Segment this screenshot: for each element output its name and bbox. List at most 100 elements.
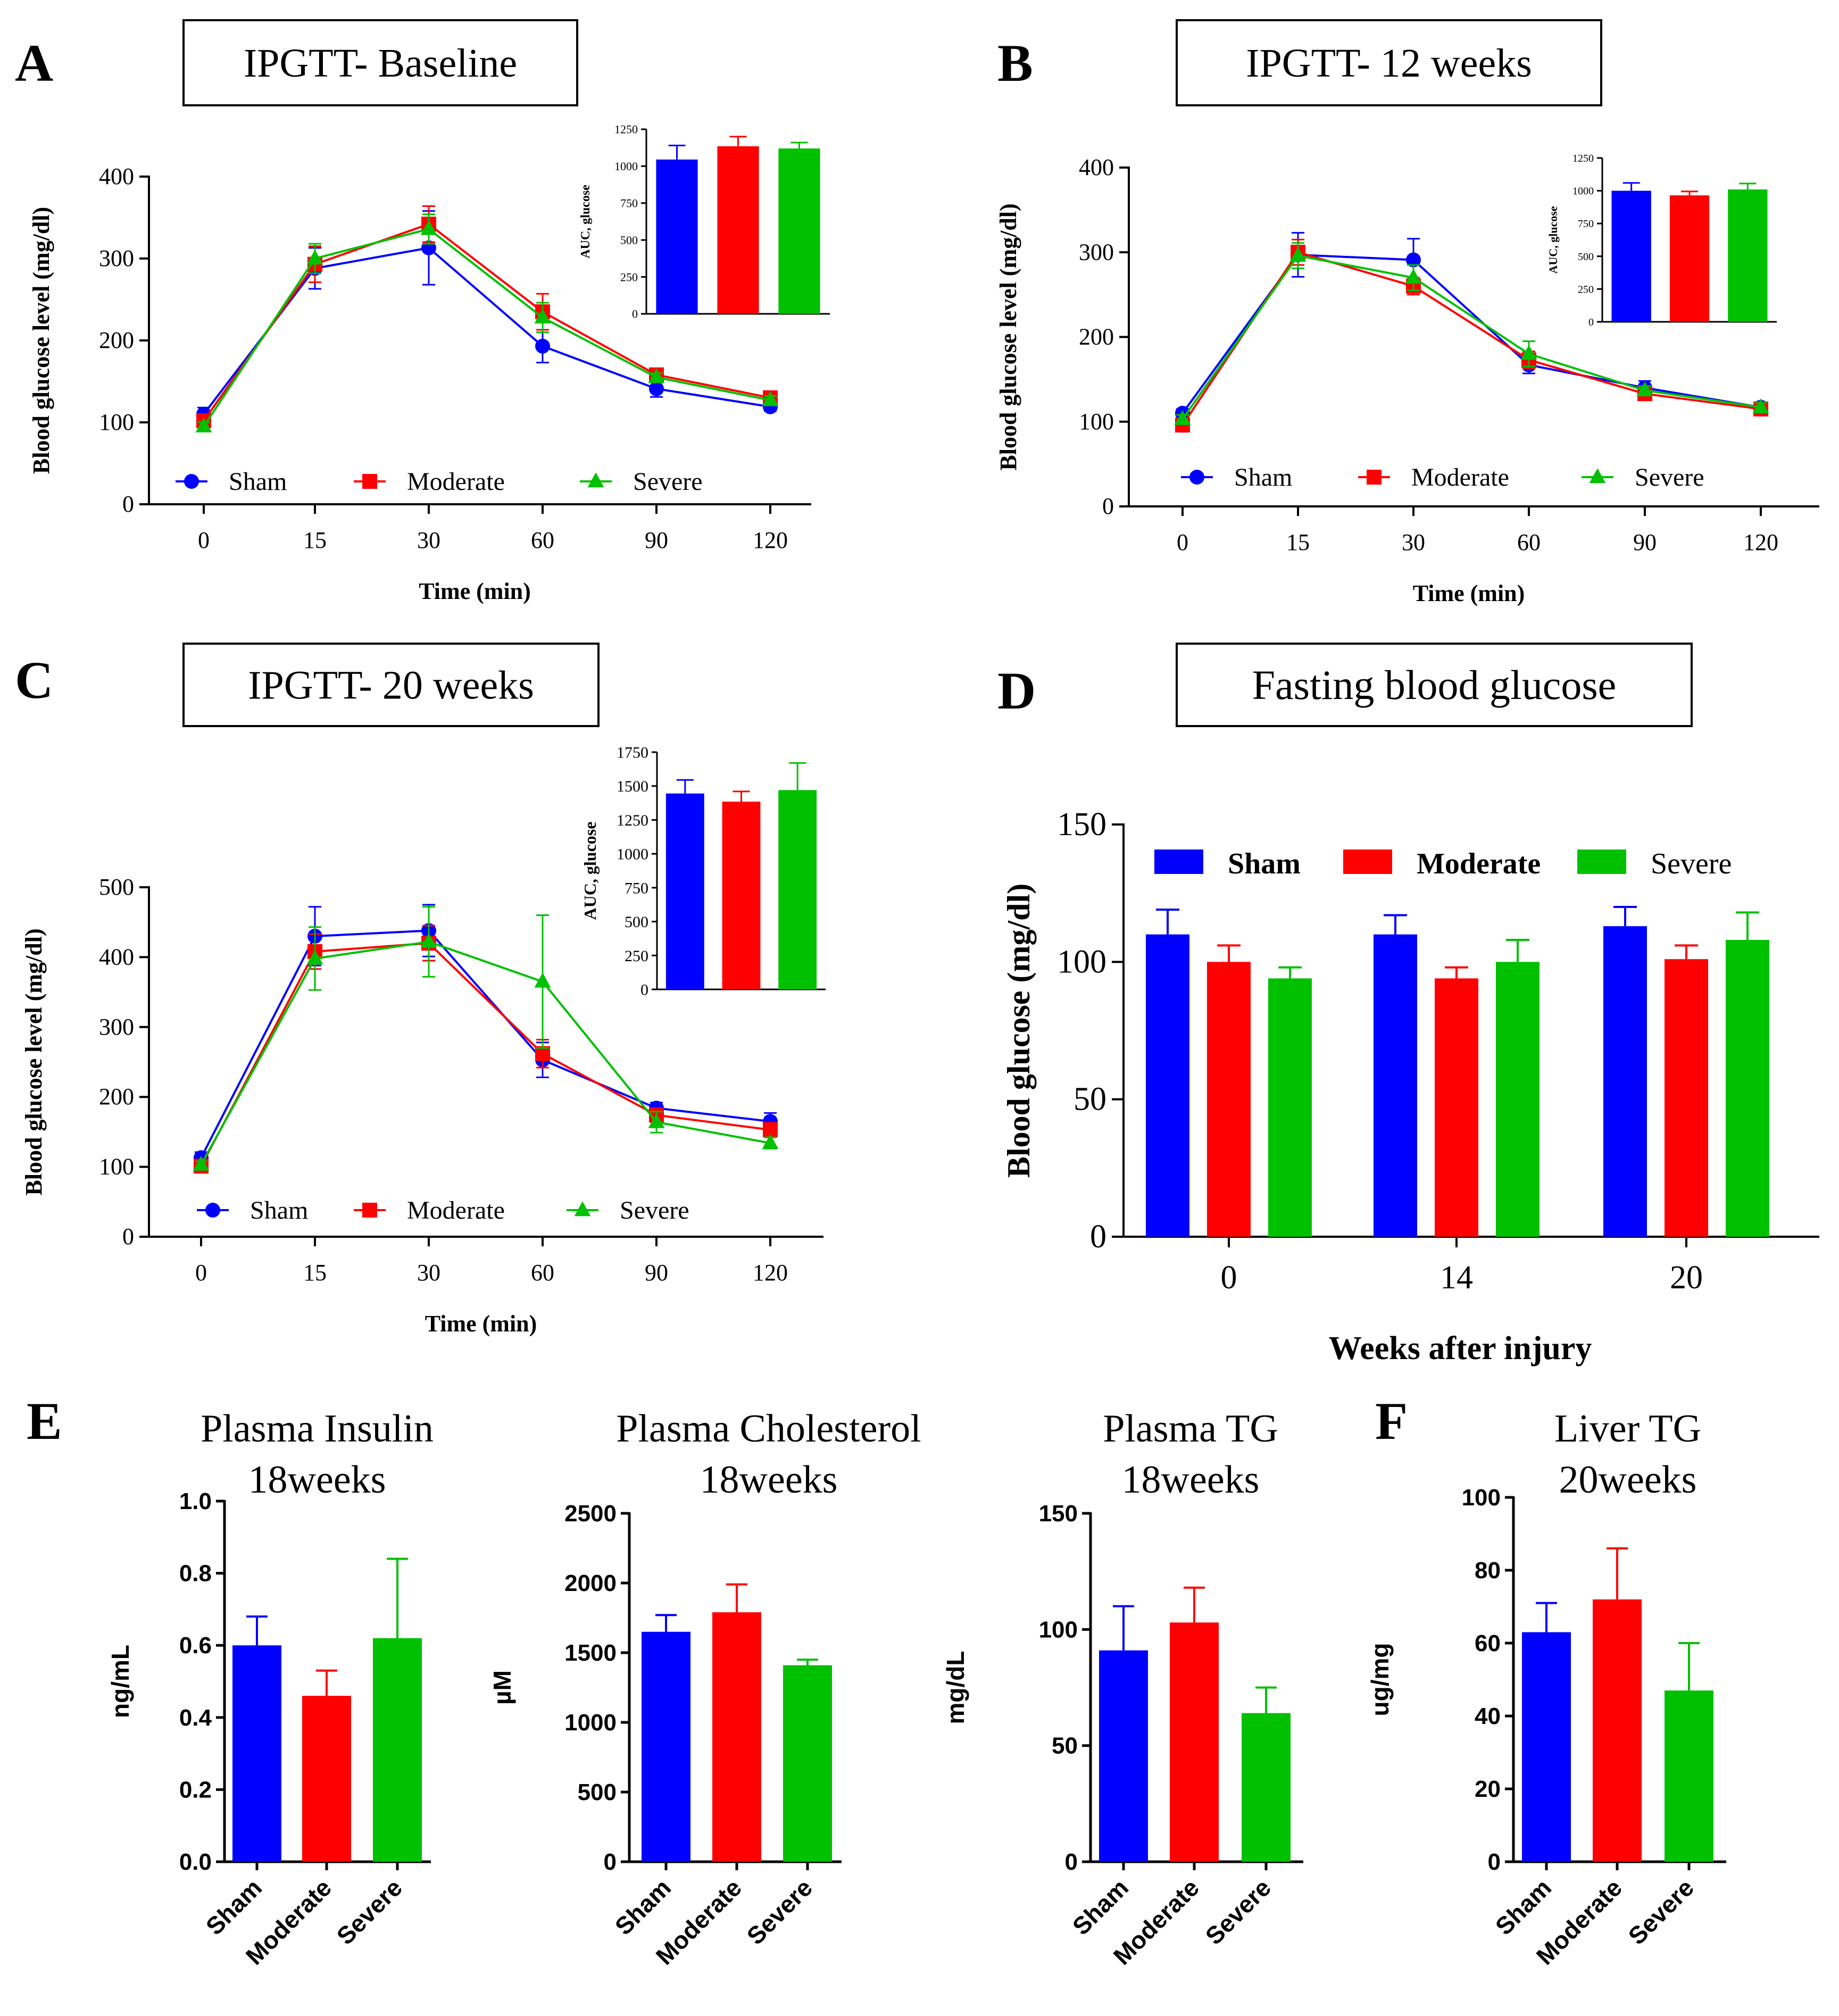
inset-y-tick-label: 1750 — [617, 744, 648, 762]
y-tick-label: 50 — [1074, 1081, 1106, 1118]
x-tick-label: 60 — [531, 1260, 554, 1286]
legend-label: Sham — [229, 468, 287, 496]
inset-y-tick-label: 0 — [640, 981, 648, 999]
chart-title: Plasma Insulin — [201, 1407, 434, 1451]
y-tick-label: 500 — [578, 1779, 617, 1805]
legend-marker — [1189, 470, 1204, 485]
bar-severe — [1665, 1690, 1713, 1862]
bar-moderate — [302, 1696, 351, 1862]
data-point-severe — [306, 949, 323, 965]
legend-label: Severe — [620, 1196, 689, 1224]
y-tick-label: 500 — [99, 874, 134, 900]
inset-y-tick-label: 750 — [1578, 218, 1594, 230]
y-tick-label: 0.6 — [179, 1632, 212, 1659]
inset-bar-sham — [1611, 190, 1651, 322]
inset-bar-severe — [778, 148, 820, 314]
y-tick-label: 0.2 — [179, 1777, 212, 1803]
data-point-sham — [1406, 252, 1421, 268]
data-point-severe — [1752, 398, 1769, 413]
inset-y-tick-label: 750 — [620, 197, 638, 210]
y-tick-label: 0 — [122, 491, 134, 517]
y-tick-label: 150 — [1057, 806, 1106, 843]
panel-title: IPGTT- 12 weeks — [1246, 41, 1532, 86]
data-point-sham — [649, 381, 664, 396]
x-axis-label: Time (min) — [425, 1311, 537, 1337]
series-line-severe — [1181, 254, 1761, 420]
bar-moderate — [1435, 978, 1478, 1237]
chart-subtitle: 18weeks — [248, 1458, 386, 1502]
bar-severe — [373, 1638, 422, 1862]
x-tick-label: Sham — [201, 1873, 267, 1940]
panel-title: IPGTT- 20 weeks — [248, 663, 534, 707]
legend-label: Sham — [1228, 847, 1301, 880]
y-tick-label: 0 — [1065, 1849, 1078, 1875]
inset-y-tick-label: 1000 — [1572, 186, 1594, 197]
legend-label: Moderate — [1417, 847, 1541, 880]
x-tick-label: 30 — [1402, 529, 1425, 555]
y-tick-label: 60 — [1475, 1630, 1501, 1656]
x-axis-label: Time (min) — [419, 578, 531, 604]
x-tick-label: 90 — [645, 1260, 668, 1286]
y-tick-label: 300 — [99, 1014, 134, 1040]
y-tick-label: 20 — [1475, 1776, 1501, 1802]
legend-swatch — [1577, 849, 1626, 874]
y-axis-label: mg/dL — [942, 1651, 969, 1725]
legend-label: Severe — [633, 468, 703, 496]
x-tick-label: 30 — [417, 527, 440, 553]
inset-y-tick-label: 0 — [1588, 316, 1594, 328]
inset-y-tick-label: 1250 — [617, 812, 648, 829]
y-tick-label: 400 — [99, 944, 134, 970]
bar-sham — [1522, 1632, 1571, 1862]
panel-letter: B — [997, 34, 1033, 93]
legend-swatch — [1343, 849, 1392, 874]
y-tick-label: 1.0 — [179, 1488, 212, 1514]
x-tick-label: 15 — [1286, 529, 1310, 555]
x-tick-label: 120 — [1743, 529, 1778, 555]
bar-severe — [1496, 962, 1540, 1237]
y-axis-label: Blood glucose level (mg/dl) — [28, 207, 54, 474]
data-point-severe — [420, 220, 437, 235]
bar-sham — [1374, 934, 1417, 1237]
chart-title: Plasma Cholesterol — [616, 1407, 921, 1451]
y-tick-label: 0 — [604, 1849, 617, 1875]
y-tick-label: 100 — [1057, 944, 1106, 980]
legend-marker — [574, 1201, 591, 1217]
series-line-sham — [200, 929, 771, 1159]
inset-y-tick-label: 1000 — [614, 160, 638, 173]
legend-swatch — [1154, 849, 1203, 874]
y-tick-label: 1500 — [564, 1640, 617, 1666]
y-tick-label: 0.4 — [179, 1705, 212, 1731]
y-tick-label: 400 — [99, 163, 134, 189]
chart-subtitle: 18weeks — [1122, 1458, 1260, 1502]
panel-title-box — [182, 643, 600, 727]
x-tick-label: Severe — [331, 1873, 407, 1950]
data-point-severe — [534, 309, 551, 324]
y-tick-label: 0 — [122, 1223, 134, 1249]
legend-marker — [1589, 468, 1606, 484]
bar-moderate — [1665, 959, 1708, 1237]
y-tick-label: 0 — [1102, 493, 1114, 519]
bar-severe — [783, 1665, 832, 1862]
x-tick-label: Severe — [1623, 1873, 1699, 1950]
inset-y-tick-label: 1250 — [1572, 153, 1594, 164]
y-tick-label: 50 — [1052, 1733, 1078, 1759]
inset-bar-sham — [665, 793, 704, 989]
y-tick-label: 0.0 — [179, 1849, 212, 1875]
y-tick-label: 1000 — [564, 1710, 617, 1736]
data-point-severe — [534, 972, 551, 988]
y-axis-label: Blood glucose (mg/dl) — [1001, 884, 1036, 1178]
panel-title: IPGTT- Baseline — [244, 41, 517, 86]
bar-severe — [1268, 978, 1312, 1237]
chart-title: Liver TG — [1554, 1407, 1701, 1451]
x-tick-label: 120 — [753, 1260, 788, 1286]
y-axis-label: ng/mL — [106, 1645, 134, 1718]
y-tick-label: 0 — [1090, 1219, 1106, 1255]
inset-y-tick-label: 0 — [632, 307, 638, 321]
data-point-severe — [762, 391, 779, 406]
bar-sham — [642, 1631, 690, 1862]
y-tick-label: 300 — [1079, 239, 1114, 265]
x-tick-label: 90 — [645, 527, 668, 553]
panel-letter: F — [1375, 1392, 1408, 1451]
x-tick-label: 60 — [1517, 529, 1541, 555]
